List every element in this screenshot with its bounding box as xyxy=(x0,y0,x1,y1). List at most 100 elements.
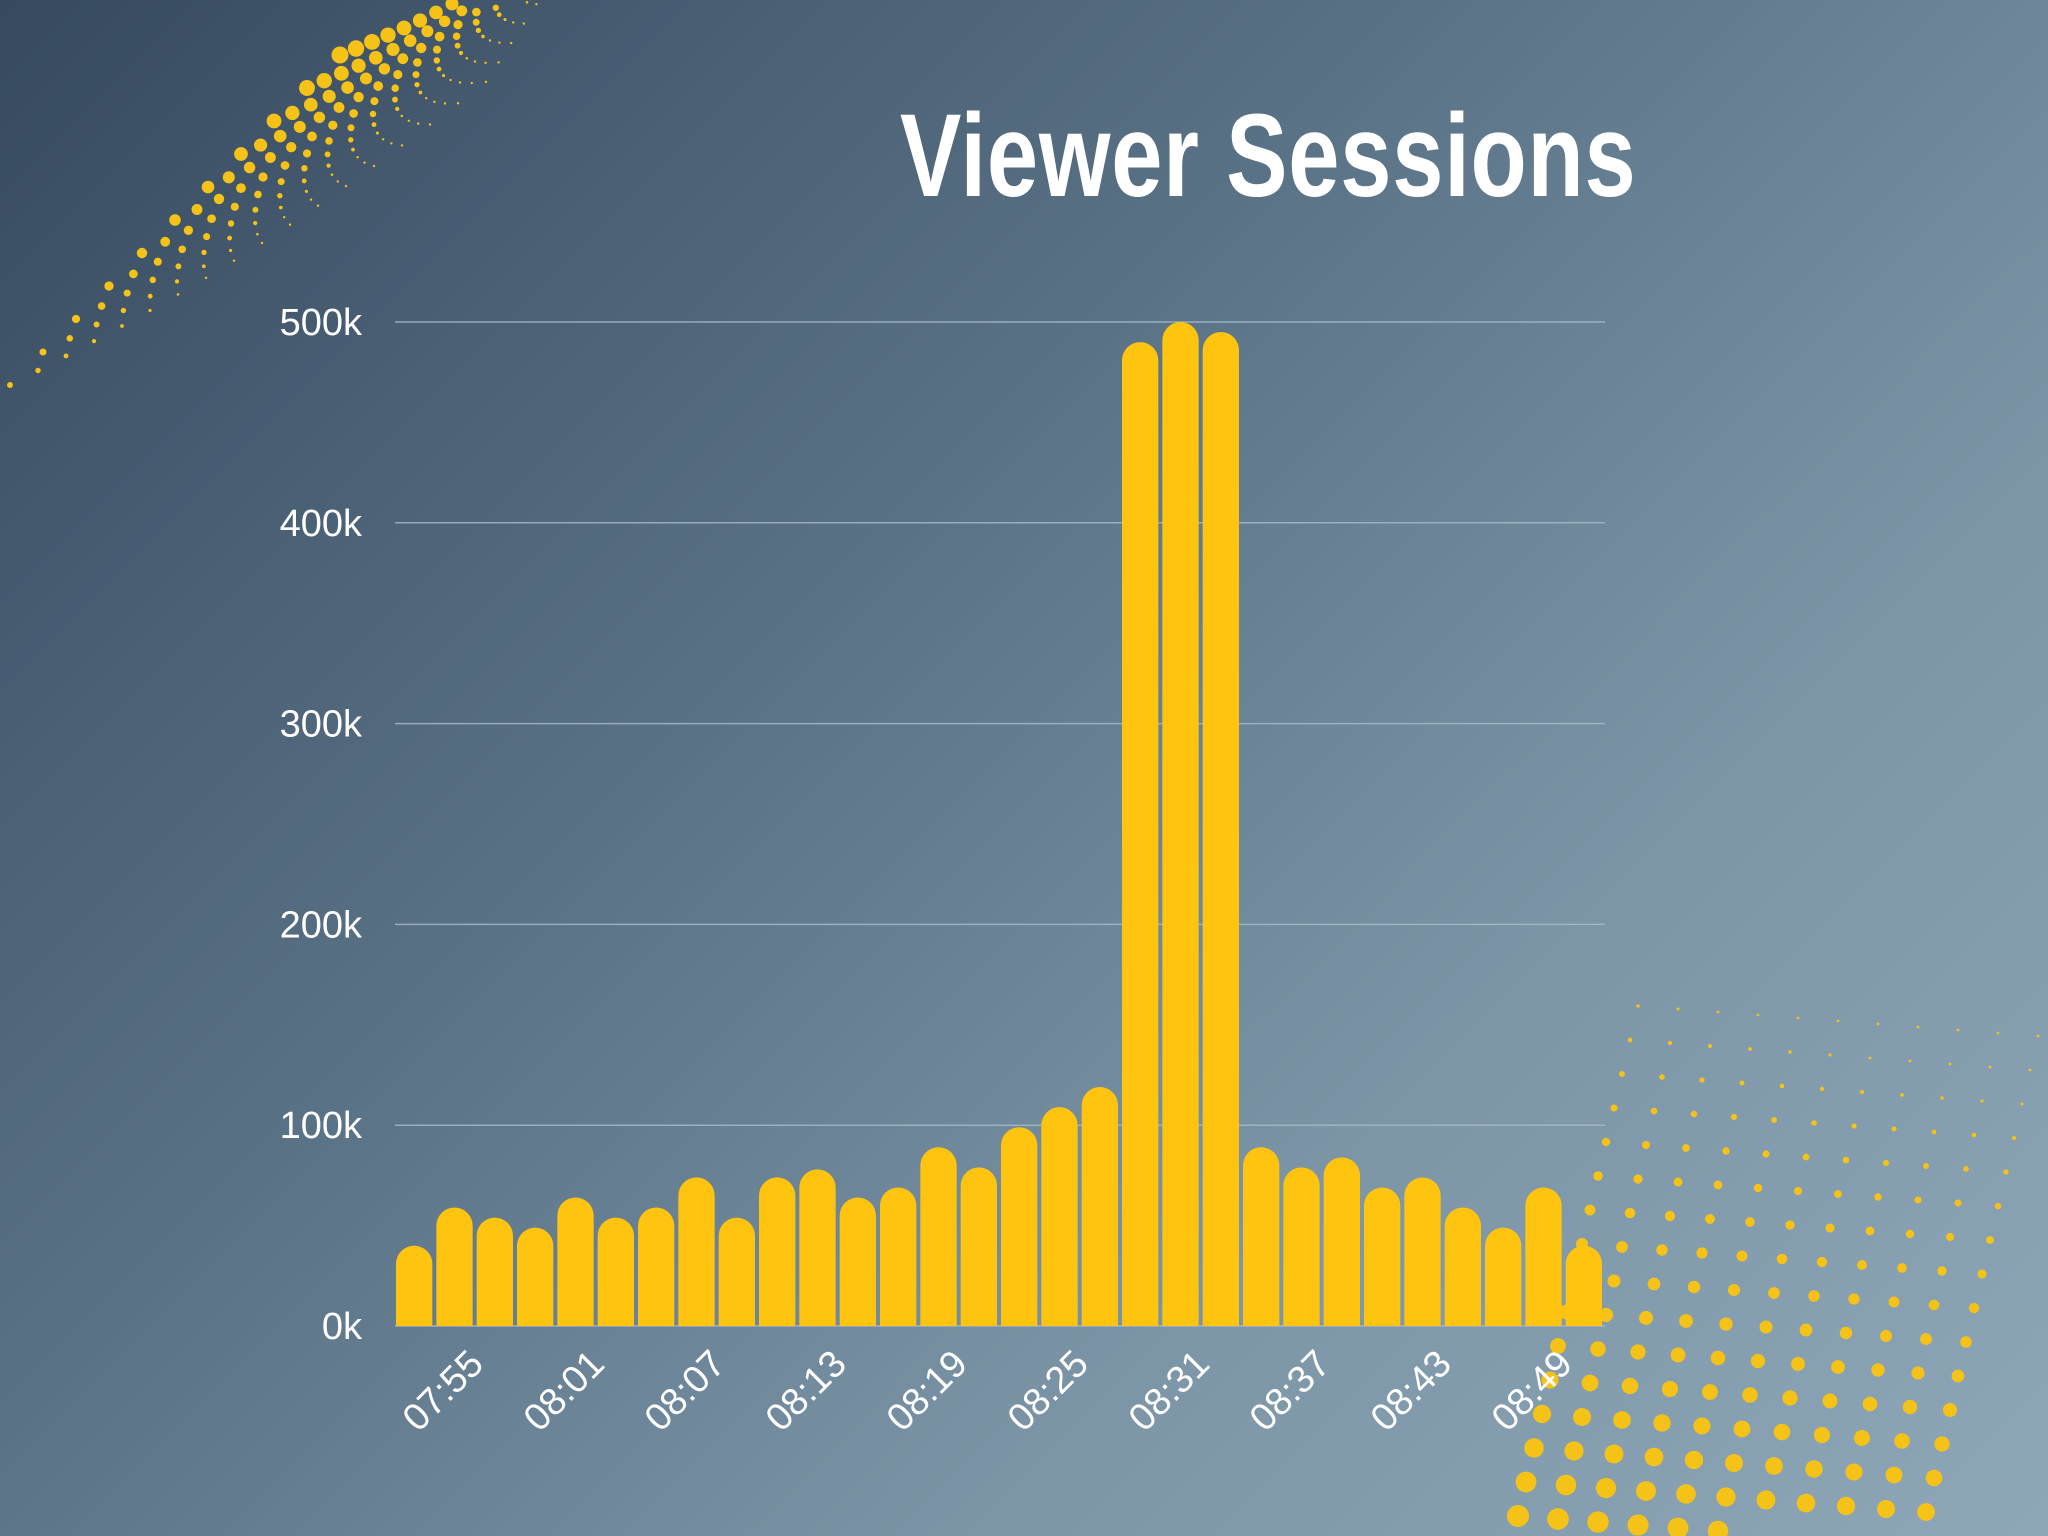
decorative-dot xyxy=(1805,1460,1823,1478)
decorative-dot xyxy=(407,119,410,122)
decorative-dot xyxy=(213,193,225,205)
decorative-dot xyxy=(1960,1336,1972,1348)
decorative-dot xyxy=(488,39,492,42)
decorative-dot xyxy=(1753,1183,1763,1193)
decorative-dot xyxy=(1900,1093,1904,1097)
decorative-dot xyxy=(266,113,282,129)
decorative-dot xyxy=(1547,1508,1569,1530)
decorative-dot xyxy=(336,180,339,183)
decorative-dot xyxy=(351,58,366,73)
decorative-dot xyxy=(1802,1153,1810,1161)
decorative-dot xyxy=(1963,1166,1969,1172)
decorative-dot xyxy=(1828,1053,1832,1057)
decorative-dot xyxy=(373,81,384,91)
decorative-dot xyxy=(324,151,331,158)
decorative-dot xyxy=(371,122,377,128)
decorative-dot xyxy=(1765,1457,1783,1475)
decorative-dot xyxy=(475,27,482,34)
decorative-dot xyxy=(400,144,404,147)
decorative-dot xyxy=(277,192,283,199)
decorative-dot xyxy=(1653,1414,1671,1432)
decorative-dot xyxy=(484,61,487,65)
decorative-dot xyxy=(201,180,215,194)
decorative-dot xyxy=(1871,1363,1885,1377)
decorative-dot xyxy=(2011,1135,2017,1141)
decorative-dot xyxy=(347,40,365,57)
decorative-dot xyxy=(1813,1426,1831,1444)
decorative-dot xyxy=(396,20,412,36)
decorative-dot xyxy=(470,81,473,85)
decorative-dot xyxy=(1782,1390,1798,1406)
decorative-dot xyxy=(1839,1326,1853,1340)
decorative-dot xyxy=(1750,1353,1766,1369)
decorative-dot xyxy=(331,46,349,64)
x-tick-label: 08:37 xyxy=(1242,1343,1339,1440)
bar xyxy=(880,1187,917,1326)
y-tick-label: 500k xyxy=(280,302,363,344)
decorative-dot xyxy=(35,367,41,374)
decorative-dot xyxy=(434,31,445,42)
decorative-dot xyxy=(1722,1147,1730,1155)
decorative-dot xyxy=(322,89,336,103)
decorative-dot xyxy=(1920,1333,1932,1345)
decorative-dot xyxy=(333,101,345,113)
decorative-dot xyxy=(452,32,461,41)
decorative-dot xyxy=(1719,1317,1733,1331)
decorative-dot xyxy=(316,204,320,207)
decorative-dot xyxy=(1590,1341,1606,1357)
decorative-dot xyxy=(492,4,500,12)
decorative-dot xyxy=(1624,1207,1636,1219)
decorative-dot xyxy=(328,120,338,130)
decorative-dot xyxy=(1730,1113,1738,1121)
decorative-dot xyxy=(1670,1347,1686,1363)
decorative-dot xyxy=(1891,1126,1897,1132)
decorative-dot xyxy=(1756,1490,1776,1510)
decorative-dot xyxy=(1684,1450,1704,1470)
decorative-dot xyxy=(147,293,153,299)
bar xyxy=(436,1207,473,1326)
bar xyxy=(759,1177,796,1326)
decorative-dot xyxy=(1934,1436,1950,1452)
decorative-dot xyxy=(465,56,469,60)
bar xyxy=(1323,1157,1360,1326)
decorative-dot xyxy=(1584,1204,1596,1216)
decorative-dot xyxy=(414,81,420,88)
decorative-dot xyxy=(307,131,317,142)
y-tick-label: 300k xyxy=(280,704,363,746)
decorative-dot xyxy=(1742,1387,1758,1403)
decorative-dot xyxy=(1641,1140,1651,1150)
decorative-dot xyxy=(1845,1463,1863,1481)
decorative-dot xyxy=(252,206,259,213)
decorative-dot xyxy=(1816,1256,1828,1268)
decorative-dot xyxy=(1914,1196,1922,1204)
x-tick-label: 08:31 xyxy=(1121,1343,1218,1440)
decorative-dot xyxy=(120,324,124,328)
decorative-dot xyxy=(403,34,417,47)
decorative-dot xyxy=(347,124,355,132)
decorative-dot xyxy=(1693,1417,1711,1435)
decorative-dot xyxy=(429,5,443,20)
bar xyxy=(1485,1227,1522,1326)
decorative-dot xyxy=(7,382,13,388)
decorative-dot xyxy=(1791,1357,1805,1371)
decorative-dot xyxy=(481,34,485,39)
decorative-dot xyxy=(1971,1132,1977,1138)
decorative-dot xyxy=(203,233,211,241)
decorative-dot xyxy=(123,289,131,297)
decorative-dot xyxy=(472,7,481,17)
decorative-dot xyxy=(1661,1380,1679,1398)
decorative-dot xyxy=(229,248,233,253)
decorative-dot xyxy=(1627,1037,1633,1043)
decorative-dot xyxy=(1951,1369,1965,1383)
bar xyxy=(1243,1147,1280,1326)
decorative-dot xyxy=(1836,1496,1856,1516)
decorative-dot xyxy=(201,249,207,256)
decorative-dot xyxy=(1954,1199,1962,1207)
bar xyxy=(1122,342,1159,1327)
decorative-dot xyxy=(456,5,468,17)
decorative-dot xyxy=(1888,1296,1900,1308)
decorative-dot xyxy=(1639,1311,1653,1325)
decorative-dot xyxy=(1601,1137,1611,1147)
decorative-dot xyxy=(512,21,515,24)
decorative-dot xyxy=(316,73,332,89)
